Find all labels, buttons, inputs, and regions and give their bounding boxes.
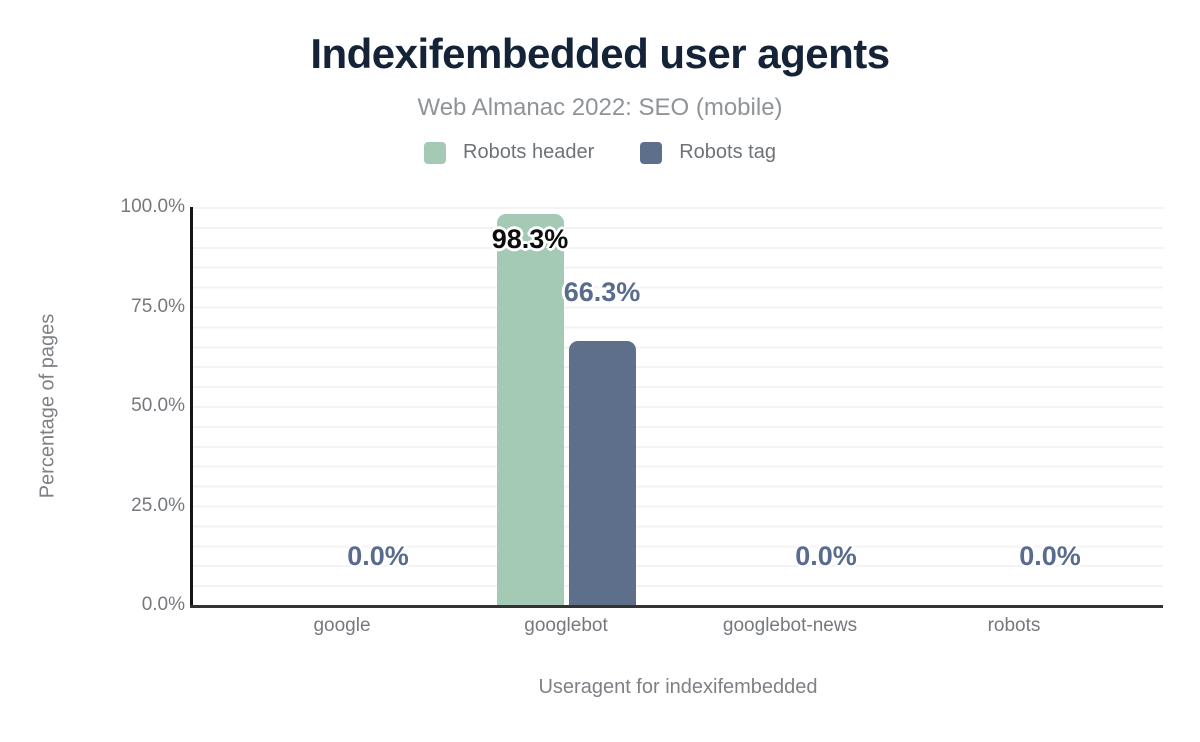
y-tick-label: 75.0% xyxy=(131,295,185,317)
value-label: 66.3% xyxy=(563,277,641,308)
chart-title: Indexifembedded user agents xyxy=(310,30,890,77)
x-tick-label: googlebot xyxy=(524,615,608,636)
x-axis-title: Useragent for indexifembedded xyxy=(538,676,818,698)
legend-swatch-icon xyxy=(640,141,663,164)
value-label: 98.3% xyxy=(491,223,569,254)
value-label: 0.0% xyxy=(795,541,857,571)
legend-item-2: Robots tag xyxy=(640,141,776,164)
legend-item-1: Robots header xyxy=(424,141,594,164)
plot-area: 0.0% 98.3% 66.3% 0.0% 0.0% xyxy=(190,207,1163,608)
bar-robots-tag-googlebot xyxy=(568,341,636,605)
legend: Robots header Robots tag xyxy=(0,141,1200,164)
x-tick-label: googlebot-news xyxy=(722,615,858,636)
legend-label: Robots header xyxy=(463,141,595,163)
y-tick-label: 0.0% xyxy=(141,594,185,615)
bar-robots-header-googlebot xyxy=(496,213,564,605)
value-label: 0.0% xyxy=(1019,541,1081,571)
y-tick-label: 50.0% xyxy=(131,395,185,416)
y-tick-label: 100.0% xyxy=(120,196,185,217)
x-tick-label: google xyxy=(313,615,371,636)
x-tick-label: robots xyxy=(987,615,1041,636)
y-tick-label: 25.0% xyxy=(131,494,185,516)
legend-swatch-icon xyxy=(424,141,447,164)
chart-subtitle: Web Almanac 2022: SEO (mobile) xyxy=(417,94,783,121)
value-label: 0.0% xyxy=(347,541,409,571)
legend-label: Robots tag xyxy=(679,141,776,163)
